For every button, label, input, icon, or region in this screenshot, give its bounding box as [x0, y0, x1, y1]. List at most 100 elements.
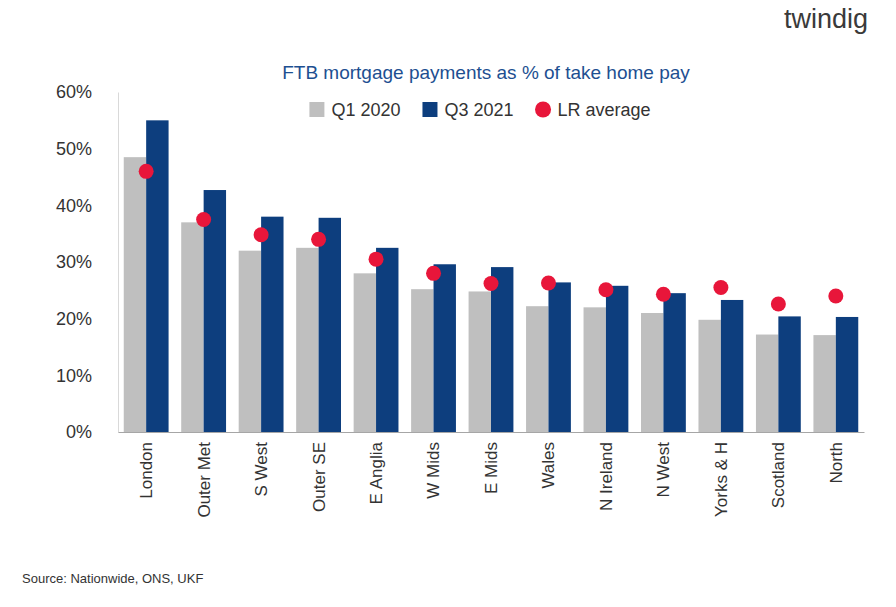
- bar: [526, 306, 548, 432]
- chart: 0% 10% 20% 30% 40% 50% 60% London Outer Met S Wes…: [0, 0, 896, 607]
- x-tick: S West: [252, 442, 271, 497]
- bar: [296, 248, 318, 432]
- x-axis: London Outer Met S West Outer SE E Anglia W M…: [119, 433, 865, 518]
- bar-series: [146, 120, 858, 432]
- x-tick: E Mids: [482, 442, 501, 494]
- bar: [319, 218, 341, 432]
- legend-item: LR average: [535, 100, 651, 120]
- y-tick: 40%: [56, 196, 118, 216]
- point: [369, 252, 384, 267]
- point: [656, 287, 671, 302]
- bar: [261, 217, 283, 432]
- x-tick-label: E Anglia: [367, 441, 386, 504]
- point: [254, 227, 269, 242]
- legend-item: Q1 2020: [309, 100, 400, 120]
- x-tick: Outer SE: [310, 442, 329, 512]
- bar: [778, 316, 800, 432]
- point: [484, 276, 499, 291]
- title: FTB mortgage payments as % of take home …: [282, 62, 690, 83]
- bar: [434, 264, 456, 432]
- x-tick-label: S West: [252, 442, 271, 497]
- bar: [756, 335, 778, 432]
- bar: [181, 222, 203, 432]
- bar: [376, 248, 398, 432]
- x-tick-label: Scotland: [769, 442, 788, 508]
- x-tick: N West: [654, 442, 673, 498]
- point: [713, 280, 728, 295]
- y-tick: 0%: [66, 422, 118, 442]
- legend: Q1 2020 Q3 2021 LR average: [309, 100, 650, 120]
- bar: [204, 190, 226, 432]
- x-tick: Yorks & H: [712, 442, 731, 517]
- x-tick-label: N Ireland: [597, 442, 616, 511]
- y-tick-label: 30%: [56, 252, 92, 272]
- y-tick-label: 10%: [56, 366, 92, 386]
- bar: [836, 317, 858, 432]
- x-tick: Scotland: [769, 442, 788, 508]
- bar: [663, 293, 685, 432]
- y-tick-label: 60%: [56, 82, 92, 102]
- bar: [411, 289, 433, 432]
- point: [311, 232, 326, 247]
- x-tick: North: [827, 442, 846, 484]
- bar: [124, 157, 146, 432]
- bar: [491, 267, 513, 432]
- point: [541, 275, 556, 290]
- bar: [239, 251, 261, 432]
- x-tick-label: E Mids: [482, 442, 501, 494]
- y-axis-line: [118, 93, 119, 433]
- legend-swatch: [422, 102, 437, 117]
- x-tick-label: Wales: [539, 442, 558, 489]
- bar: [354, 273, 376, 432]
- bar: [721, 300, 743, 432]
- point: [426, 266, 441, 281]
- bar: [813, 335, 835, 432]
- y-tick-label: 20%: [56, 309, 92, 329]
- x-tick-label: London: [137, 442, 156, 499]
- y-axis: 0% 10% 20% 30% 40% 50% 60%: [56, 82, 119, 442]
- x-tick-label: Outer SE: [310, 442, 329, 512]
- point-series: [139, 164, 844, 312]
- x-tick: London: [137, 442, 156, 499]
- bar: [606, 286, 628, 432]
- point: [828, 289, 843, 304]
- x-tick-label: N West: [654, 442, 673, 498]
- legend-label: Q3 2021: [444, 100, 513, 120]
- x-tick: Outer Met: [195, 442, 214, 518]
- bar: [548, 282, 570, 432]
- y-tick: 10%: [56, 366, 118, 386]
- x-tick: W Mids: [424, 442, 443, 499]
- bar-series: [124, 157, 836, 432]
- bar: [469, 291, 491, 432]
- y-tick: 20%: [56, 309, 118, 329]
- bar: [641, 313, 663, 432]
- logo: twindig: [784, 4, 868, 34]
- x-tick: E Anglia: [367, 441, 386, 504]
- legend-label: LR average: [558, 100, 651, 120]
- legend-item: Q3 2021: [422, 100, 513, 120]
- bar: [584, 307, 606, 432]
- x-tick-label: Yorks & H: [712, 442, 731, 517]
- x-tick: N Ireland: [597, 442, 616, 511]
- y-tick: 60%: [56, 82, 118, 102]
- x-tick-label: W Mids: [424, 442, 443, 499]
- point: [598, 282, 613, 297]
- y-tick-label: 40%: [56, 196, 92, 216]
- y-tick-label: 50%: [56, 139, 92, 159]
- legend-label: Q1 2020: [331, 100, 400, 120]
- point: [771, 296, 786, 311]
- point: [196, 212, 211, 227]
- y-tick: 50%: [56, 139, 118, 159]
- bar: [698, 320, 720, 432]
- y-tick: 30%: [56, 252, 118, 272]
- x-tick-label: North: [827, 442, 846, 484]
- x-tick: Wales: [539, 442, 558, 489]
- legend-swatch: [535, 102, 551, 118]
- x-tick-label: Outer Met: [195, 442, 214, 518]
- source: Source: Nationwide, ONS, UKF: [22, 571, 203, 586]
- plot-area: [124, 120, 859, 432]
- y-tick-label: 0%: [66, 422, 92, 442]
- point: [139, 164, 154, 179]
- legend-swatch: [309, 102, 324, 117]
- x-axis-line: [119, 432, 865, 433]
